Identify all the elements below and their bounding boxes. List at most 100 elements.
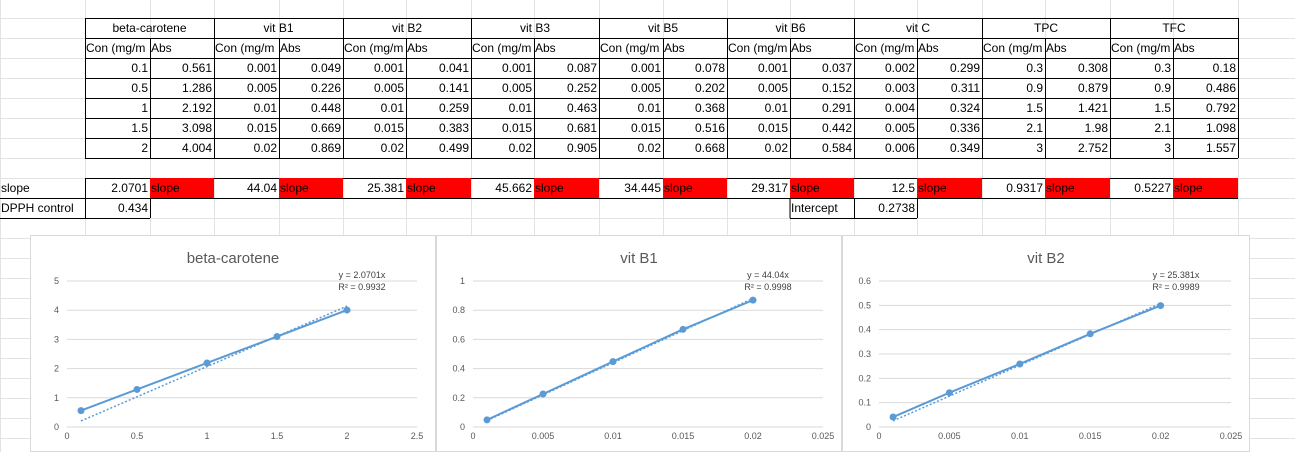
- con-value[interactable]: 0.001: [246, 61, 277, 75]
- con-value[interactable]: 0.02: [253, 141, 277, 155]
- con-value[interactable]: 0.02: [764, 141, 788, 155]
- col-header-con[interactable]: Con (mg/m: [344, 41, 404, 55]
- con-value[interactable]: 0.9: [1026, 81, 1043, 95]
- intercept-label[interactable]: Intercept: [791, 201, 838, 215]
- abs-value[interactable]: 1.557: [1205, 141, 1236, 155]
- group-header[interactable]: vit C: [906, 21, 930, 35]
- abs-value[interactable]: 0.324: [949, 101, 980, 115]
- con-value[interactable]: 0.3: [1154, 61, 1171, 75]
- con-value[interactable]: 0.9: [1154, 81, 1171, 95]
- abs-value[interactable]: 3.098: [181, 121, 212, 135]
- group-header[interactable]: vit B1: [263, 21, 294, 35]
- con-value[interactable]: 0.02: [380, 141, 404, 155]
- abs-value[interactable]: 0.308: [1077, 61, 1108, 75]
- con-value[interactable]: 0.02: [637, 141, 661, 155]
- abs-value[interactable]: 0.18: [1212, 61, 1236, 75]
- col-header-abs[interactable]: Abs: [407, 41, 428, 55]
- con-value[interactable]: 0.004: [884, 101, 915, 115]
- abs-value[interactable]: 1.421: [1077, 101, 1108, 115]
- col-header-abs[interactable]: Abs: [280, 41, 301, 55]
- abs-value[interactable]: 0.311: [950, 81, 980, 95]
- slope-value[interactable]: 12.5: [891, 181, 915, 195]
- slope-label-red[interactable]: slope: [279, 178, 343, 198]
- chart-beta-carotene[interactable]: 0 1 2 3 4 5 0 0.5 1 1.5 2 2.5 beta-carotene y = 2.070…: [30, 235, 436, 452]
- abs-value[interactable]: 0.463: [566, 101, 597, 115]
- con-value[interactable]: 1.5: [131, 121, 148, 135]
- abs-value[interactable]: 1.286: [181, 81, 212, 95]
- abs-value[interactable]: 4.004: [181, 141, 212, 155]
- con-value[interactable]: 0.005: [501, 81, 532, 95]
- con-value[interactable]: 2.1: [1026, 121, 1043, 135]
- slope-value[interactable]: 2.0701: [111, 181, 148, 195]
- slope-label-red[interactable]: slope: [917, 178, 982, 198]
- slope-value[interactable]: 29.317: [751, 181, 788, 195]
- slope-value[interactable]: 25.381: [367, 181, 404, 195]
- con-value[interactable]: 1: [141, 101, 148, 115]
- con-value[interactable]: 0.001: [757, 61, 788, 75]
- col-header-abs[interactable]: Abs: [1046, 41, 1067, 55]
- con-value[interactable]: 0.1: [131, 61, 148, 75]
- con-value[interactable]: 1.5: [1026, 101, 1043, 115]
- slope-label-red[interactable]: slope: [1045, 178, 1110, 198]
- abs-value[interactable]: 0.291: [821, 101, 852, 115]
- abs-value[interactable]: 0.368: [694, 101, 725, 115]
- abs-value[interactable]: 0.202: [694, 81, 725, 95]
- con-value[interactable]: 2.1: [1154, 121, 1171, 135]
- chart-vit-b2[interactable]: 0 0.1 0.2 0.3 0.4 0.5 0.6 0 0.005 0.01 0.015 0.02 0.…: [842, 235, 1250, 452]
- con-value[interactable]: 0.01: [637, 101, 661, 115]
- group-header[interactable]: TPC: [1034, 21, 1058, 35]
- abs-value[interactable]: 0.087: [566, 61, 597, 75]
- abs-value[interactable]: 0.049: [310, 61, 341, 75]
- abs-value[interactable]: 2.752: [1077, 141, 1108, 155]
- abs-value[interactable]: 0.448: [310, 101, 341, 115]
- con-value[interactable]: 2: [141, 141, 148, 155]
- con-value[interactable]: 0.015: [630, 121, 661, 135]
- con-value[interactable]: 0.001: [373, 61, 404, 75]
- con-value[interactable]: 0.3: [1026, 61, 1043, 75]
- group-header[interactable]: vit B6: [775, 21, 806, 35]
- group-header[interactable]: vit B5: [647, 21, 678, 35]
- abs-value[interactable]: 2.192: [181, 101, 212, 115]
- abs-value[interactable]: 0.584: [821, 141, 852, 155]
- slope-label-red[interactable]: slope: [790, 178, 854, 198]
- con-value[interactable]: 3: [1164, 141, 1171, 155]
- slope-label-red[interactable]: slope: [406, 178, 471, 198]
- col-header-con[interactable]: Con (mg/m: [855, 41, 915, 55]
- con-value[interactable]: 0.005: [373, 81, 404, 95]
- col-header-abs[interactable]: Abs: [1174, 41, 1195, 55]
- slope-label-red[interactable]: slope: [534, 178, 599, 198]
- con-value[interactable]: 0.001: [501, 61, 532, 75]
- col-header-abs[interactable]: Abs: [918, 41, 939, 55]
- abs-value[interactable]: 0.869: [310, 141, 341, 155]
- abs-value[interactable]: 0.383: [438, 121, 469, 135]
- con-value[interactable]: 0.01: [508, 101, 532, 115]
- abs-value[interactable]: 0.561: [181, 61, 212, 75]
- con-value[interactable]: 0.01: [253, 101, 277, 115]
- dpph-control-label[interactable]: DPPH control: [1, 201, 74, 215]
- abs-value[interactable]: 0.516: [694, 121, 725, 135]
- slope-row-label[interactable]: slope: [1, 181, 30, 195]
- group-header[interactable]: beta-carotene: [112, 21, 187, 35]
- con-value[interactable]: 0.015: [373, 121, 404, 135]
- slope-value[interactable]: 44.04: [246, 181, 277, 195]
- abs-value[interactable]: 0.879: [1077, 81, 1108, 95]
- col-header-abs[interactable]: Abs: [791, 41, 812, 55]
- con-value[interactable]: 0.005: [757, 81, 788, 95]
- slope-value[interactable]: 45.662: [495, 181, 532, 195]
- con-value[interactable]: 0.015: [246, 121, 277, 135]
- slope-label-red[interactable]: slope: [150, 178, 214, 198]
- abs-value[interactable]: 0.499: [438, 141, 469, 155]
- col-header-abs[interactable]: Abs: [664, 41, 685, 55]
- con-value[interactable]: 0.006: [884, 141, 915, 155]
- intercept-value[interactable]: 0.2738: [878, 201, 915, 215]
- abs-value[interactable]: 0.226: [310, 81, 341, 95]
- abs-value[interactable]: 0.141: [438, 81, 469, 95]
- abs-value[interactable]: 0.668: [694, 141, 725, 155]
- con-value[interactable]: 0.5: [131, 81, 148, 95]
- abs-value[interactable]: 0.681: [566, 121, 597, 135]
- abs-value[interactable]: 0.905: [566, 141, 597, 155]
- abs-value[interactable]: 0.152: [821, 81, 852, 95]
- col-header-con[interactable]: Con (mg/m: [215, 41, 275, 55]
- con-value[interactable]: 0.005: [630, 81, 661, 95]
